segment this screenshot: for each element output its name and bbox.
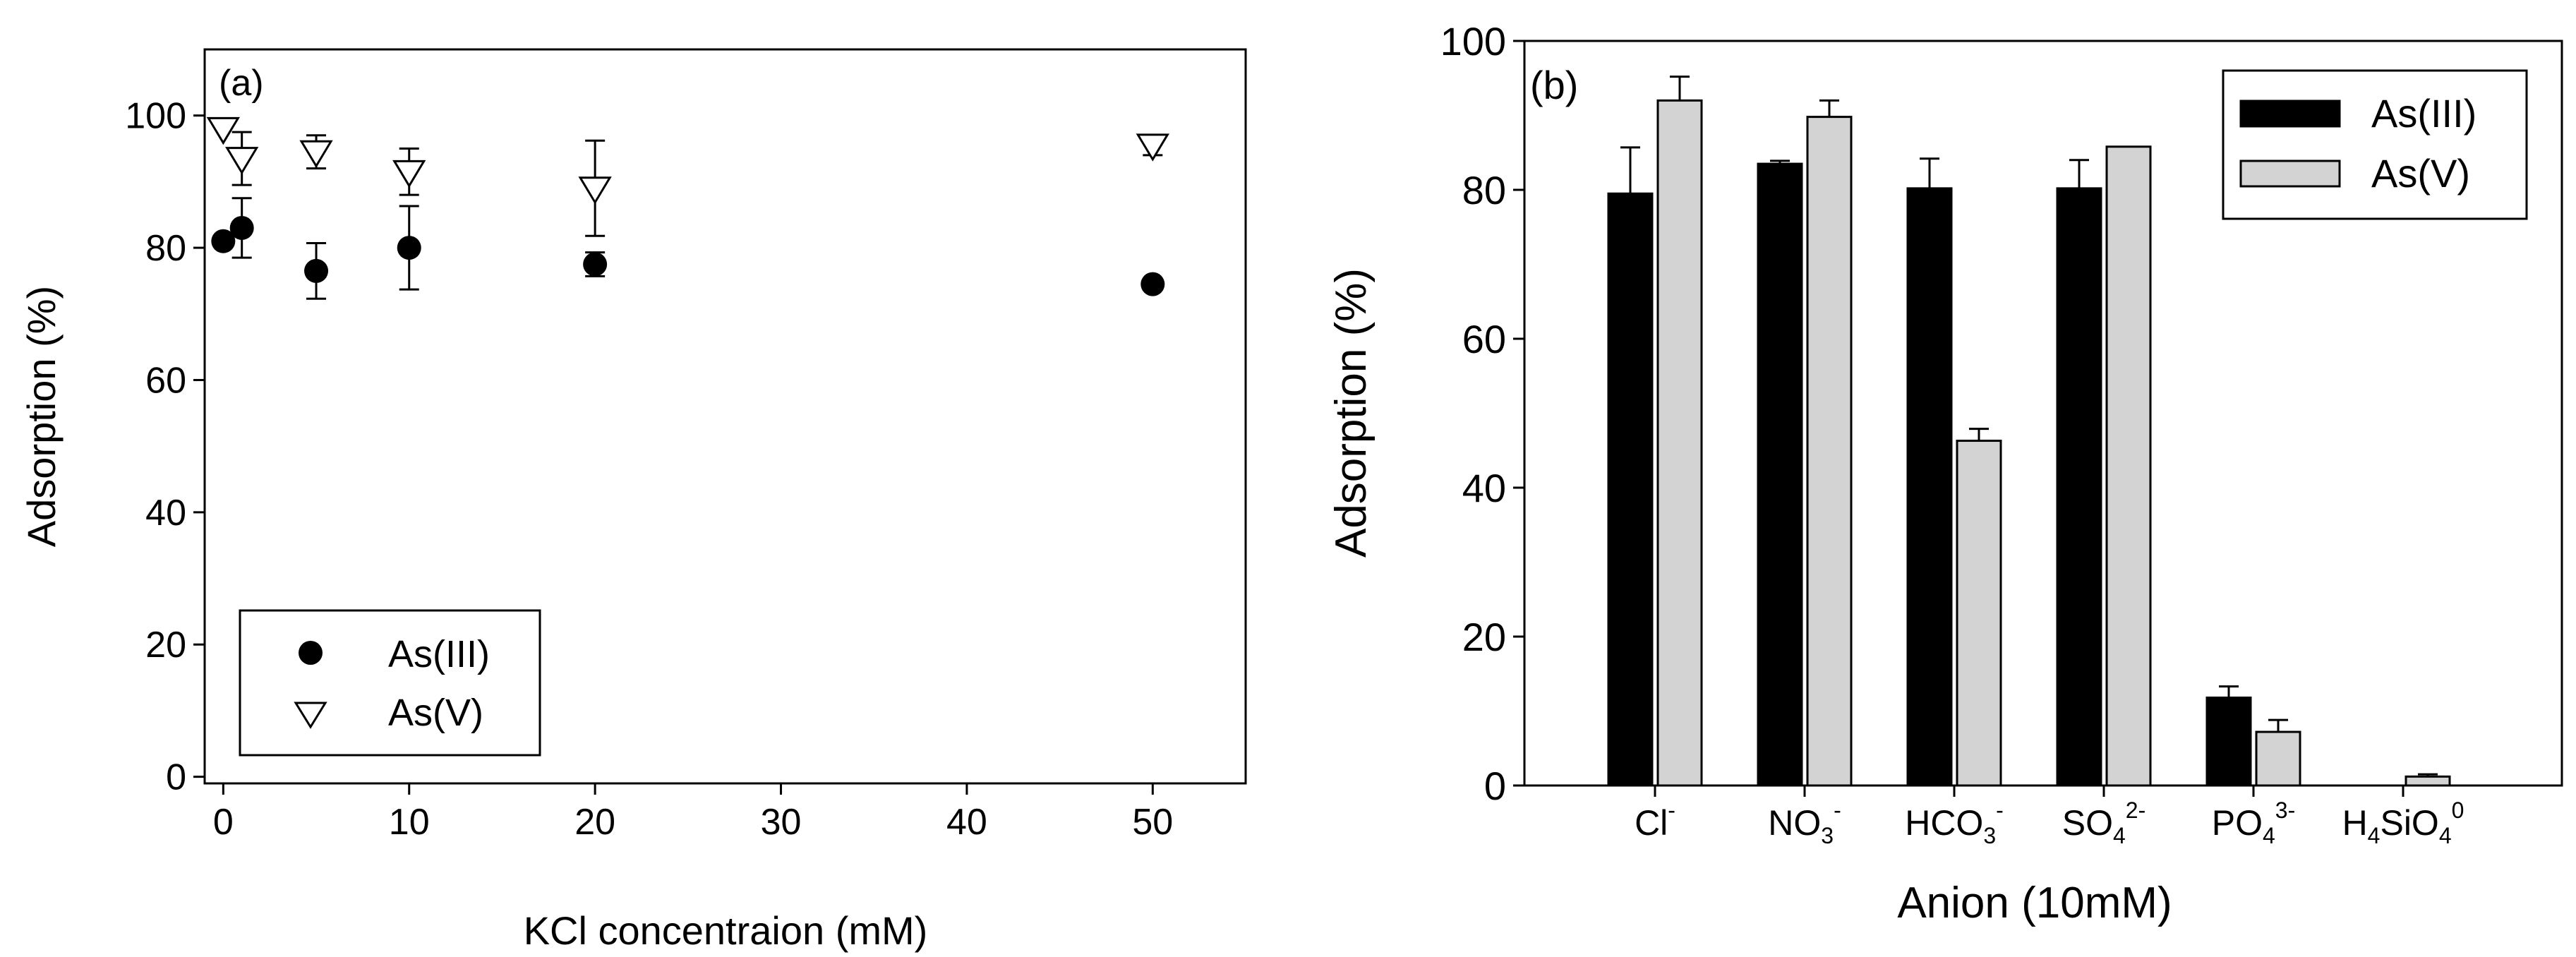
as5-point: [578, 176, 612, 205]
legend-as5-label: As(V): [388, 692, 483, 734]
panel-a-y-tick-label: 60: [145, 360, 186, 401]
panel-b-label: (b): [1530, 63, 1578, 107]
legend-as3-swatch: [2239, 100, 2341, 128]
tick-label-subscript: 3: [1983, 823, 1996, 848]
panel-b-x-axis: Cl- NO3- HCO3- SO42- PO43- H4SiO40: [1635, 786, 2464, 848]
panel-b-error-bars: [1620, 76, 2438, 777]
panel-b-x-axis-title: Anion (10mM): [1897, 879, 2172, 927]
as5-point: [299, 140, 333, 169]
panel-b-y-axis-title: Adsorption (%): [1327, 268, 1376, 558]
panel-b-x-tick-label: NO3-: [1768, 798, 1841, 848]
panel-a-scatter-chart: 0 20 40 60 80 100 0 10 20 30 40 50 (a) KCl concent…: [19, 48, 1247, 953]
tick-label-subscript: 4: [2439, 823, 2452, 848]
legend-as5-swatch: [2239, 160, 2341, 188]
panel-b-bars: [1607, 99, 2451, 787]
panel-b-y-axis: 0 20 40 60 80 100: [1440, 19, 1524, 808]
panel-a-y-tick-label: 20: [145, 625, 186, 666]
panel-a-points: [206, 116, 1169, 296]
legend-b-as5-label: As(V): [2371, 151, 2470, 195]
panel-a-label: (a): [219, 63, 264, 104]
panel-b-y-tick-label: 20: [1462, 615, 1506, 659]
panel-b-x-tick-label: PO43-: [2212, 798, 2296, 848]
legend-as3-label: As(III): [388, 633, 490, 675]
as3-bar: [2205, 697, 2252, 787]
panel-a-x-tick-label: 40: [946, 802, 987, 843]
as5-bar: [2105, 145, 2152, 787]
tick-label-superscript: -: [1996, 798, 2004, 823]
panel-a-x-axis-title: KCl concentraion (mM): [524, 908, 928, 953]
as5-point: [225, 147, 259, 175]
panel-a-y-tick-label: 80: [145, 228, 186, 269]
tick-label-subscript: 4: [2368, 823, 2381, 848]
panel-b-y-tick-label: 60: [1462, 317, 1506, 361]
panel-b-x-tick-label: H4SiO40: [2342, 798, 2464, 848]
panel-b-legend: As(III) As(V): [2222, 69, 2528, 220]
as5-bar: [1656, 99, 1703, 787]
as3-bar: [1607, 192, 1654, 787]
panel-b-x-tick-label: SO42-: [2062, 798, 2146, 848]
panel-a-x-axis: 0 10 20 30 40 50: [213, 783, 1173, 843]
panel-b-x-tick-label: HCO3-: [1905, 798, 2004, 848]
as5-bar: [1806, 116, 1853, 787]
as5-bar: [1956, 440, 2002, 787]
as3-bar: [1906, 187, 1953, 787]
as5-point: [206, 116, 240, 145]
legend-as5-marker: [294, 702, 327, 729]
panel-b-x-tick-label: Cl-: [1635, 798, 1675, 843]
panel-a-y-tick-label: 100: [125, 96, 186, 137]
as3-point: [1140, 272, 1165, 296]
tick-label-superscript: 2-: [2126, 798, 2145, 823]
panel-b-y-tick-label: 40: [1462, 466, 1506, 510]
tick-label-base: SiO: [2380, 803, 2438, 843]
legend-b-as3-label: As(III): [2371, 91, 2476, 136]
panel-b-legend-box: [2222, 69, 2528, 220]
as3-point: [229, 215, 254, 240]
panel-b-y-tick-label: 100: [1440, 19, 1506, 64]
tick-label-superscript: 3-: [2275, 798, 2295, 823]
tick-label-base: H: [2342, 803, 2368, 843]
panel-b-y-tick-label: 80: [1462, 168, 1506, 212]
tick-label-base: NO: [1768, 803, 1821, 843]
as3-point: [304, 258, 329, 283]
as5-point: [392, 160, 426, 188]
panel-a-x-tick-label: 20: [574, 802, 615, 843]
as3-bar: [2056, 187, 2102, 787]
as5-bar: [2405, 775, 2451, 787]
tick-label-superscript: -: [1834, 798, 1841, 823]
tick-label-base: Cl: [1635, 803, 1668, 843]
panel-a-y-axis-title: Adsorption (%): [19, 286, 64, 547]
tick-label-superscript: 0: [2452, 798, 2464, 823]
as5-bar: [2255, 730, 2301, 787]
panel-a-error-bars: [231, 131, 1163, 300]
as3-point: [211, 229, 236, 253]
panel-a-x-tick-label: 30: [761, 802, 802, 843]
panel-a-y-axis: 0 20 40 60 80 100: [125, 96, 205, 798]
legend-as3-marker: [299, 641, 323, 665]
panel-a-x-tick-label: 50: [1132, 802, 1173, 843]
tick-label-subscript: 3: [1821, 823, 1834, 848]
panel-b-plot-frame: [1523, 40, 2563, 787]
as5-point: [1136, 133, 1169, 162]
panel-a-y-tick-label: 0: [166, 757, 186, 798]
tick-label-superscript: -: [1668, 798, 1675, 823]
tick-label-base: HCO: [1905, 803, 1983, 843]
tick-label-subscript: 4: [2113, 823, 2126, 848]
panel-b-y-tick-label: 0: [1484, 764, 1506, 808]
panel-a-x-tick-label: 10: [389, 802, 430, 843]
panel-a-legend-box: [239, 609, 541, 757]
tick-label-base: SO: [2062, 803, 2113, 843]
panel-a-y-tick-label: 40: [145, 493, 186, 534]
tick-label-base: PO: [2212, 803, 2263, 843]
as3-point: [397, 236, 421, 260]
panel-a-legend: As(III) As(V): [239, 609, 541, 757]
panel-a-plot-frame: [203, 48, 1247, 785]
panel-a-x-tick-label: 0: [213, 802, 234, 843]
as3-point: [583, 252, 608, 277]
as3-bar: [1757, 162, 1803, 787]
tick-label-subscript: 4: [2263, 823, 2275, 848]
